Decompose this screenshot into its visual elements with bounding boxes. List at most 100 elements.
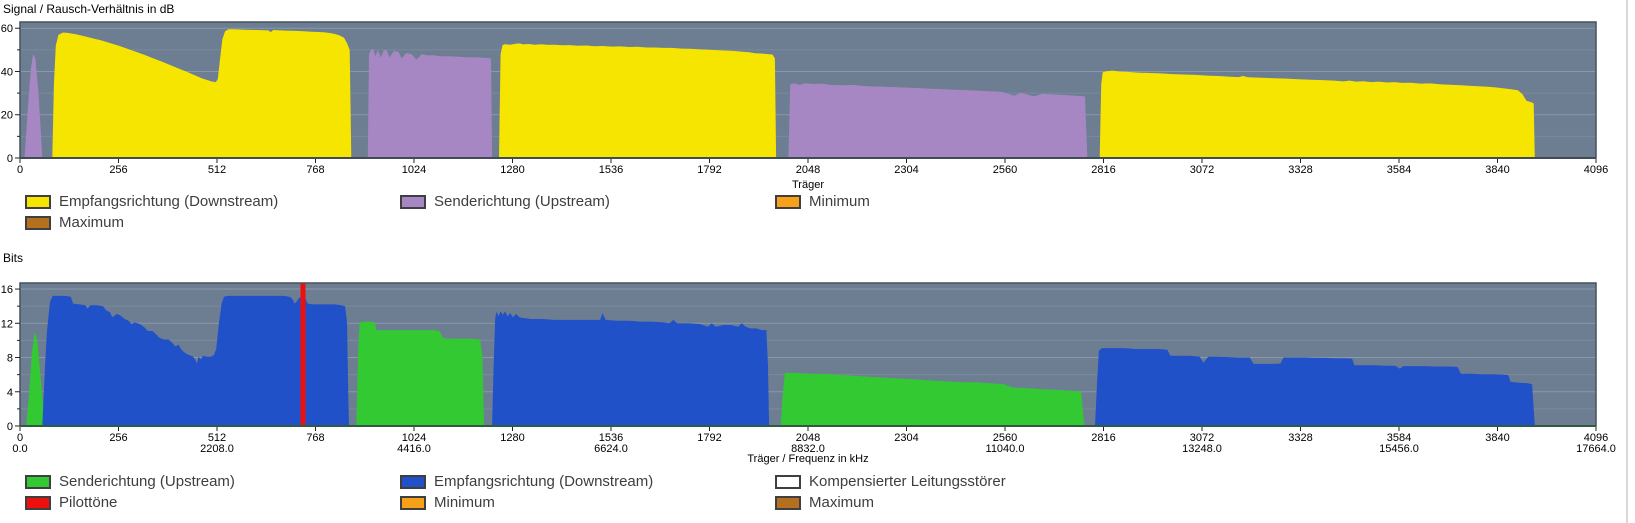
legend-swatch-orange bbox=[400, 495, 426, 510]
area-purple bbox=[788, 83, 1088, 158]
x-freq-label: 4416.0 bbox=[397, 443, 431, 455]
x-freq-label: 6624.0 bbox=[594, 443, 628, 455]
area-yellow bbox=[1099, 70, 1535, 158]
legend-label: Empfangsrichtung (Downstream) bbox=[59, 193, 279, 210]
x-tick-label: 3584 bbox=[1387, 164, 1411, 176]
pilot-tone-line bbox=[300, 283, 306, 426]
x-tick-label: 2048 bbox=[796, 432, 820, 444]
x-tick-label: 2816 bbox=[1091, 432, 1115, 444]
legend-swatch-blue bbox=[400, 474, 426, 489]
x-tick-label: 2048 bbox=[796, 164, 820, 176]
x-tick-label: 3840 bbox=[1485, 432, 1509, 444]
legend-item-purple: Senderichtung (Upstream) bbox=[400, 193, 610, 210]
x-tick-label: 3584 bbox=[1387, 432, 1411, 444]
legend-item-orange: Minimum bbox=[775, 193, 870, 210]
area-blue bbox=[42, 295, 350, 426]
x-tick-label: 2560 bbox=[993, 164, 1017, 176]
y-tick-label: 60 bbox=[1, 23, 13, 35]
x-tick-label: 1024 bbox=[402, 164, 426, 176]
legend-label: Senderichtung (Upstream) bbox=[434, 193, 610, 210]
legend-item-white: Kompensierter Leitungsstörer bbox=[775, 473, 1006, 490]
x-tick-label: 1280 bbox=[500, 164, 524, 176]
x-tick-label: 2560 bbox=[993, 432, 1017, 444]
y-tick-label: 20 bbox=[1, 110, 13, 122]
legend-label: Minimum bbox=[809, 193, 870, 210]
legend-label: Senderichtung (Upstream) bbox=[59, 473, 235, 490]
x-tick-label: 256 bbox=[109, 164, 127, 176]
x-tick-label: 0 bbox=[17, 432, 23, 444]
x-tick-label: 2304 bbox=[894, 164, 918, 176]
x-tick-label: 4096 bbox=[1584, 432, 1608, 444]
x-tick-label: 1792 bbox=[697, 432, 721, 444]
snr-chart-title: Signal / Rausch-Verhältnis in dB bbox=[3, 2, 175, 16]
area-blue bbox=[1095, 348, 1535, 426]
legend-swatch-yellow bbox=[25, 194, 51, 209]
y-tick-label: 12 bbox=[1, 318, 13, 330]
x-tick-label: 512 bbox=[208, 432, 226, 444]
x-tick-label: 0 bbox=[17, 164, 23, 176]
x-freq-label: 15456.0 bbox=[1379, 443, 1419, 455]
x-tick-label: 4096 bbox=[1584, 164, 1608, 176]
x-tick-label: 3840 bbox=[1485, 164, 1509, 176]
y-tick-label: 0 bbox=[7, 421, 13, 433]
x-tick-label: 768 bbox=[306, 432, 324, 444]
x-freq-label: 2208.0 bbox=[200, 443, 234, 455]
area-blue bbox=[492, 311, 770, 426]
area-green bbox=[26, 331, 46, 426]
y-tick-label: 0 bbox=[7, 153, 13, 165]
legend-swatch-orange bbox=[775, 194, 801, 209]
x-tick-label: 1536 bbox=[599, 432, 623, 444]
area-green bbox=[780, 372, 1085, 426]
legend-item-blue: Empfangsrichtung (Downstream) bbox=[400, 473, 653, 490]
area-yellow bbox=[52, 29, 352, 158]
x-tick-label: 3328 bbox=[1288, 164, 1312, 176]
area-purple bbox=[24, 54, 43, 159]
legend-label: Pilottöne bbox=[59, 494, 118, 511]
legend-swatch-brown bbox=[25, 215, 51, 230]
y-tick-label: 40 bbox=[1, 66, 13, 78]
x-tick-label: 3072 bbox=[1190, 432, 1214, 444]
legend-item-yellow: Empfangsrichtung (Downstream) bbox=[25, 193, 278, 210]
legend-label: Kompensierter Leitungsstörer bbox=[809, 473, 1006, 490]
x-tick-label: 1024 bbox=[402, 432, 426, 444]
y-tick-label: 16 bbox=[1, 284, 13, 296]
bits-legend: Senderichtung (Upstream) Empfangsrichtung… bbox=[0, 473, 1635, 517]
snr-chart: 0 256 512 768 1024 1280 1536 1792 2048 2304 2560 28… bbox=[1, 21, 1608, 176]
x-freq-label: 0.0 bbox=[12, 443, 27, 455]
legend-item-green: Senderichtung (Upstream) bbox=[25, 473, 235, 490]
scrollbar[interactable] bbox=[1626, 0, 1628, 523]
x-freq-label: 13248.0 bbox=[1182, 443, 1222, 455]
legend-label: Minimum bbox=[434, 494, 495, 511]
x-tick-label: 3328 bbox=[1288, 432, 1312, 444]
snr-x-axis-label: Träger bbox=[792, 179, 824, 191]
x-tick-label: 256 bbox=[109, 432, 127, 444]
legend-label: Maximum bbox=[809, 494, 875, 511]
x-tick-label: 3072 bbox=[1190, 164, 1214, 176]
x-tick-label: 1280 bbox=[500, 432, 524, 444]
legend-swatch-brown bbox=[775, 495, 801, 510]
legend-item-orange: Minimum bbox=[400, 494, 495, 511]
x-tick-label: 2816 bbox=[1091, 164, 1115, 176]
x-freq-label: 8832.0 bbox=[791, 443, 825, 455]
y-tick-label: 8 bbox=[7, 353, 13, 365]
x-tick-label: 1536 bbox=[599, 164, 623, 176]
legend-label: Empfangsrichtung (Downstream) bbox=[434, 473, 654, 490]
bits-chart-title: Bits bbox=[3, 251, 24, 265]
x-tick-label: 2304 bbox=[894, 432, 918, 444]
snr-legend: Empfangsrichtung (Downstream) Senderichtu… bbox=[0, 193, 1635, 237]
legend-item-brown: Maximum bbox=[775, 494, 874, 511]
legend-swatch-red bbox=[25, 495, 51, 510]
legend-item-brown: Maximum bbox=[25, 214, 124, 231]
legend-swatch-green bbox=[25, 474, 51, 489]
y-tick-label: 4 bbox=[7, 387, 13, 399]
legend-item-red: Pilottöne bbox=[25, 494, 117, 511]
x-tick-label: 768 bbox=[306, 164, 324, 176]
bits-chart: 0 256 512 768 1024 1280 1536 1792 2048 2304 2560 28… bbox=[1, 282, 1616, 455]
area-green bbox=[356, 321, 484, 426]
legend-swatch-purple bbox=[400, 194, 426, 209]
area-purple bbox=[367, 48, 493, 158]
x-tick-label: 1792 bbox=[697, 164, 721, 176]
area-yellow bbox=[499, 43, 777, 158]
x-freq-label: 17664.0 bbox=[1576, 443, 1616, 455]
